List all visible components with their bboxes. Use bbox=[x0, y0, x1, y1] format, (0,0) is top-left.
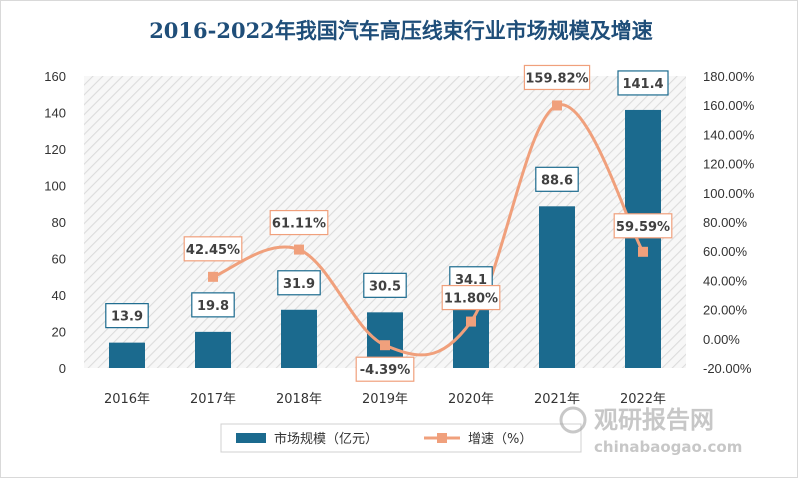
bar-label-box bbox=[617, 70, 669, 96]
bar-label-box bbox=[277, 270, 321, 296]
right-tick-label: 40.00% bbox=[703, 273, 748, 288]
watermark-logo-icon bbox=[559, 406, 587, 434]
bar-label-box bbox=[191, 292, 235, 318]
left-tick-label: 60 bbox=[52, 252, 66, 267]
left-tick-label: 100 bbox=[44, 179, 66, 194]
line-label: -4.39% bbox=[355, 356, 415, 382]
line-marker bbox=[208, 271, 218, 282]
bar-label: 13.9 bbox=[105, 303, 149, 329]
right-tick-label: 120.00% bbox=[703, 157, 755, 172]
line-label-text: 59.59% bbox=[616, 220, 670, 235]
right-tick-label: 60.00% bbox=[703, 244, 748, 259]
left-tick-label: 160 bbox=[44, 69, 66, 84]
line-label-text: 61.11% bbox=[272, 217, 326, 232]
line-label: 159.82% bbox=[523, 64, 591, 91]
legend-line-marker bbox=[437, 433, 447, 443]
right-tick-label: 180.00% bbox=[703, 69, 755, 84]
line-label: 61.11% bbox=[269, 209, 329, 236]
bar-label-text: 34.1 bbox=[455, 273, 487, 288]
bar-label-text: 13.9 bbox=[111, 310, 143, 325]
bar bbox=[195, 331, 231, 368]
left-tick-label: 20 bbox=[52, 325, 66, 340]
bar-label: 141.4 bbox=[617, 70, 669, 96]
bar-label-box bbox=[363, 272, 407, 298]
left-y-axis: 0 20 40 60 80 100 120 140 160 bbox=[44, 69, 66, 376]
x-tick-label: 2021年 bbox=[534, 392, 580, 407]
line-marker bbox=[638, 246, 648, 257]
bar-label: 30.5 bbox=[363, 272, 407, 298]
line-label: 59.59% bbox=[613, 213, 673, 239]
right-tick-label: 160.00% bbox=[703, 98, 755, 113]
bar bbox=[539, 206, 575, 368]
legend: 市场规模（亿元） 增速（%） bbox=[220, 423, 582, 453]
bar bbox=[625, 109, 661, 368]
watermark: 观研报告网 chinabaogao.com bbox=[559, 406, 742, 456]
legend-box bbox=[220, 423, 582, 453]
legend-bar-label: 市场规模（亿元） bbox=[274, 431, 378, 447]
x-tick-label: 2019年 bbox=[362, 392, 408, 407]
right-tick-label: 20.00% bbox=[703, 303, 748, 318]
bar-label: 19.8 bbox=[191, 292, 235, 318]
right-y-axis: -20.00% 0.00% 20.00% 40.00% 60.00% 80.00% 100.… bbox=[703, 69, 755, 376]
watermark-en: chinabaogao.com bbox=[594, 438, 742, 456]
bar-label-box bbox=[105, 303, 149, 329]
left-tick-label: 120 bbox=[44, 142, 66, 157]
left-tick-label: 40 bbox=[52, 288, 66, 303]
x-tick-label: 2020年 bbox=[448, 392, 494, 407]
data-labels: 13.9 19.8 31.9 30.5 34.1 88.6 141.4 42.45% 61.11… bbox=[105, 64, 673, 382]
bar-label-text: 141.4 bbox=[622, 77, 663, 92]
line-label-text: 159.82% bbox=[525, 71, 588, 86]
right-tick-label: 140.00% bbox=[703, 127, 755, 142]
line-label-box bbox=[441, 284, 501, 311]
bar-label-box bbox=[535, 166, 579, 192]
bar-label-text: 30.5 bbox=[369, 279, 401, 294]
bar bbox=[281, 309, 317, 368]
legend-bar-swatch bbox=[236, 433, 266, 443]
left-tick-label: 140 bbox=[44, 106, 66, 121]
bar bbox=[109, 342, 145, 368]
x-tick-label: 2017年 bbox=[190, 392, 236, 407]
growth-line-series bbox=[208, 100, 648, 357]
bar-label: 88.6 bbox=[535, 166, 579, 192]
x-tick-label: 2022年 bbox=[620, 392, 666, 407]
bar-label-text: 88.6 bbox=[541, 173, 573, 188]
line-label-box bbox=[269, 209, 329, 236]
line-marker bbox=[466, 316, 476, 327]
line-label-box bbox=[613, 213, 673, 239]
right-tick-label: 80.00% bbox=[703, 215, 748, 230]
right-tick-label: 100.00% bbox=[703, 186, 755, 201]
left-tick-label: 80 bbox=[52, 215, 66, 230]
x-axis: 2016年 2017年 2018年 2019年 2020年 2021年 2022年 bbox=[104, 392, 666, 407]
line-label-text: -4.39% bbox=[360, 363, 411, 378]
line-marker bbox=[552, 100, 562, 111]
bar-label-text: 31.9 bbox=[283, 277, 315, 292]
right-tick-label: 0.00% bbox=[703, 332, 740, 347]
line-marker bbox=[294, 244, 304, 255]
x-tick-label: 2016年 bbox=[104, 392, 150, 407]
line-label-box bbox=[523, 64, 591, 91]
bar-label: 31.9 bbox=[277, 270, 321, 296]
line-label-text: 11.80% bbox=[444, 292, 498, 307]
bar-label-text: 19.8 bbox=[197, 299, 229, 314]
line-label-box bbox=[183, 236, 243, 262]
line-label-box bbox=[355, 356, 415, 382]
x-tick-label: 2018年 bbox=[276, 392, 322, 407]
right-tick-label: -20.00% bbox=[703, 361, 752, 376]
chart-title: 2016-2022年我国汽车高压线束行业市场规模及增速 bbox=[149, 18, 653, 43]
line-marker bbox=[380, 340, 390, 351]
line-label: 11.80% bbox=[441, 284, 501, 311]
line-label-text: 42.45% bbox=[186, 243, 240, 258]
left-tick-label: 0 bbox=[59, 361, 66, 376]
line-label: 42.45% bbox=[183, 236, 243, 262]
legend-line-label: 增速（%） bbox=[468, 432, 532, 447]
watermark-cn: 观研报告网 bbox=[594, 406, 714, 434]
watermark-logo bbox=[559, 406, 587, 434]
